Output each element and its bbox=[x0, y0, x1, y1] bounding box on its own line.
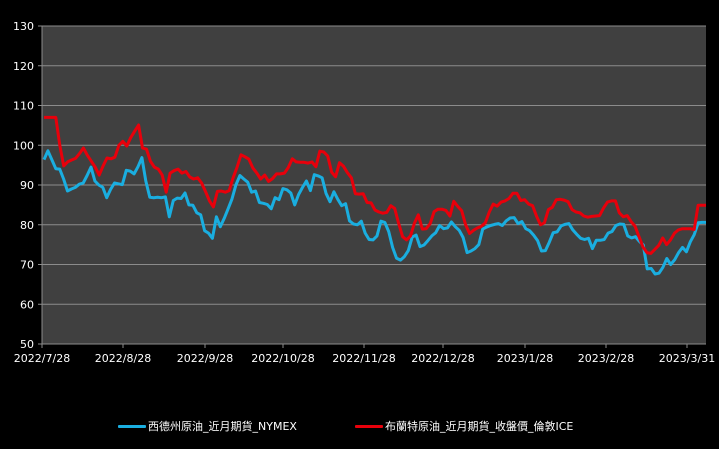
legend-label-wti: 西德州原油_近月期貨_NYMEX bbox=[148, 420, 297, 433]
legend-swatch-brent bbox=[355, 424, 383, 428]
x-tick-label: 2022/12/28 bbox=[411, 352, 474, 365]
x-tick-label: 2022/9/28 bbox=[177, 352, 233, 365]
x-tick-label: 2023/3/31 bbox=[659, 352, 715, 365]
x-tick-label: 2022/8/28 bbox=[95, 352, 151, 365]
y-tick-label: 130 bbox=[13, 20, 34, 33]
x-axis: 2022/7/28 2022/8/28 2022/9/28 2022/10/28 202… bbox=[14, 344, 715, 365]
legend-swatch-wti bbox=[118, 424, 146, 428]
legend: 西德州原油_近月期貨_NYMEX 布蘭特原油_近月期貨_收盤價_倫敦ICE bbox=[0, 418, 719, 438]
y-tick-label: 70 bbox=[20, 259, 34, 272]
x-tick-label: 2022/7/28 bbox=[14, 352, 70, 365]
legend-label-brent: 布蘭特原油_近月期貨_收盤價_倫敦ICE bbox=[385, 420, 574, 433]
y-tick-label: 120 bbox=[13, 60, 34, 73]
series-line-wti bbox=[42, 149, 706, 276]
y-axis: 50 60 70 80 90 100 110 120 130 bbox=[13, 20, 43, 351]
y-tick-label: 80 bbox=[20, 219, 34, 232]
x-tick-label: 2023/1/28 bbox=[497, 352, 553, 365]
series-lines bbox=[42, 115, 706, 276]
y-tick-label: 110 bbox=[13, 100, 34, 113]
x-tick-label: 2023/2/28 bbox=[578, 352, 634, 365]
gridlines bbox=[42, 25, 706, 345]
y-tick-label: 60 bbox=[20, 298, 34, 311]
y-tick-label: 50 bbox=[20, 338, 34, 351]
y-tick-label: 100 bbox=[13, 139, 34, 152]
x-tick-label: 2022/11/28 bbox=[332, 352, 395, 365]
y-tick-label: 90 bbox=[20, 179, 34, 192]
legend-item-brent: 布蘭特原油_近月期貨_收盤價_倫敦ICE bbox=[355, 418, 573, 434]
x-tick-label: 2022/10/28 bbox=[251, 352, 314, 365]
legend-item-wti: 西德州原油_近月期貨_NYMEX bbox=[118, 418, 297, 434]
series-line-brent bbox=[44, 115, 706, 255]
